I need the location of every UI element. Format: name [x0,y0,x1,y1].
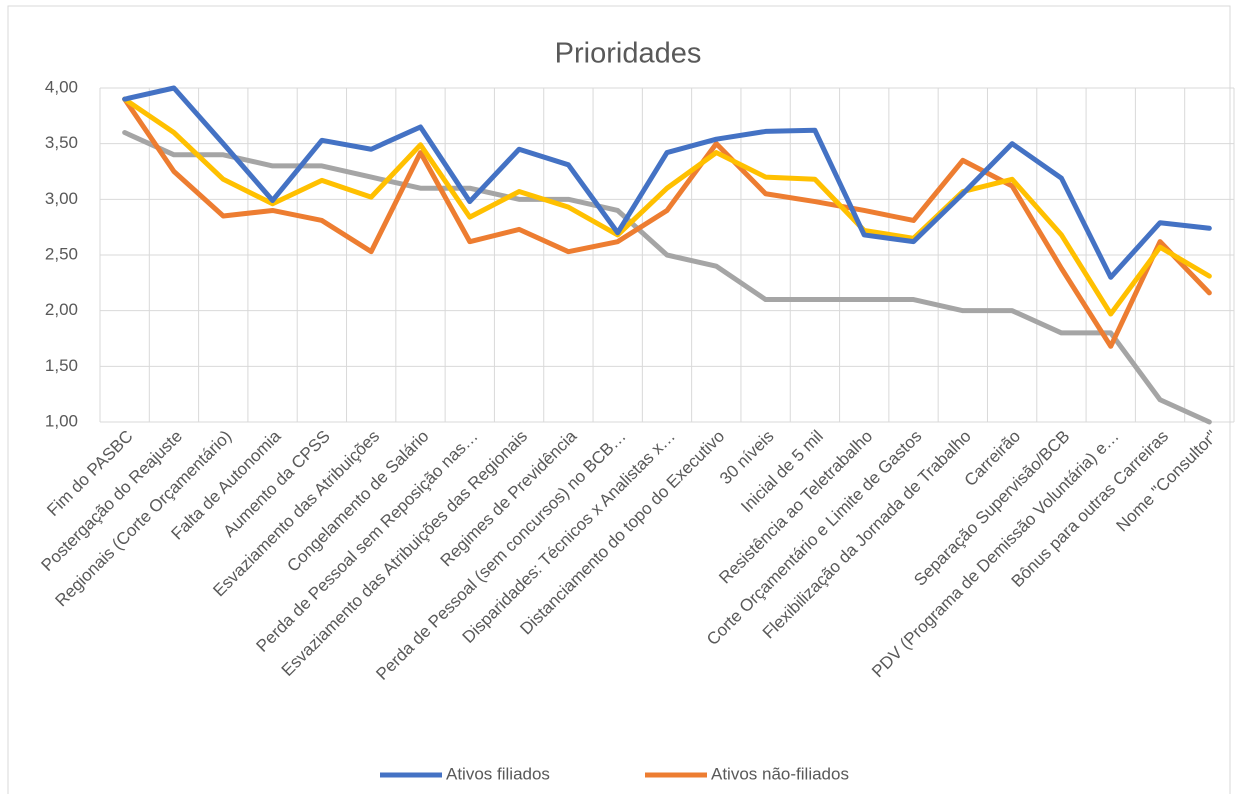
legend-label: Ativos filiados [446,764,550,783]
y-tick-label: 3,50 [45,133,78,152]
y-tick-label: 2,00 [45,300,78,319]
series-line [122,85,1212,280]
y-tick-label: 4,00 [45,77,78,96]
y-tick-label: 1,50 [45,356,78,375]
y-tick-label: 2,50 [45,244,78,263]
chart-border [7,5,1231,794]
y-tick-label: 1,00 [45,411,78,430]
y-tick-label: 3,00 [45,189,78,208]
chart-title: Prioridades [555,38,702,70]
legend-label: Ativos não-filiados [711,764,849,783]
series-line [122,96,1212,349]
series-line [122,96,1212,317]
series-line [122,130,1212,425]
